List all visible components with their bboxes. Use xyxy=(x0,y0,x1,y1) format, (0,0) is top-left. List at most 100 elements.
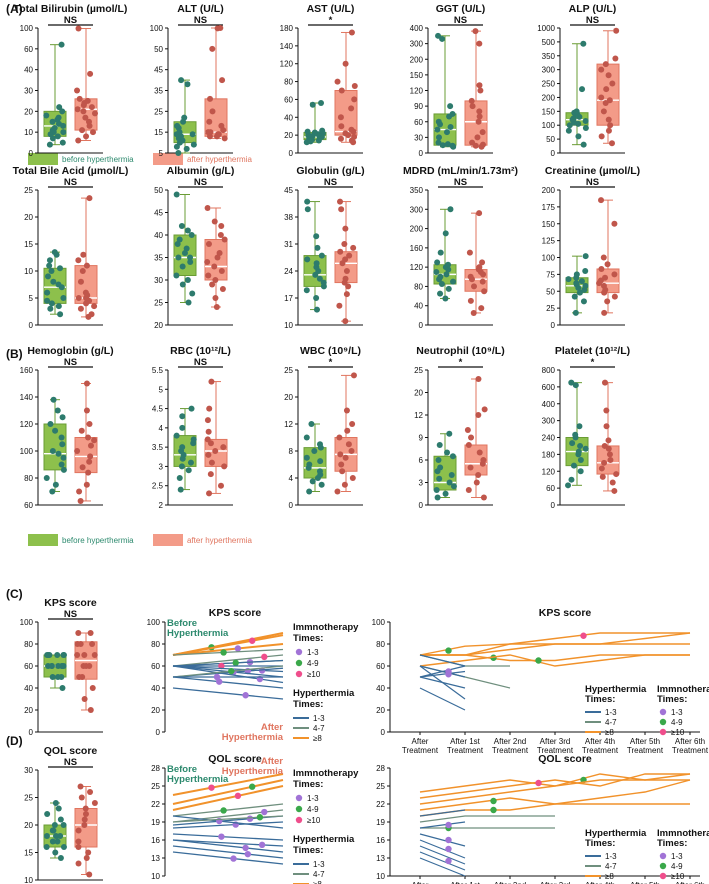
chart-8-after-point-11 xyxy=(476,264,483,271)
chart-15-after-point-0 xyxy=(87,707,94,713)
chart-14-before-point-2 xyxy=(577,468,584,475)
chart-14-before-point-3 xyxy=(570,462,577,469)
chart-8-after-point-12 xyxy=(479,259,486,266)
chart-4-tick-label-1: 50 xyxy=(546,135,555,144)
chart-16-tick-label-2: 20 xyxy=(24,821,33,830)
chart-12-after-point-1 xyxy=(341,481,348,488)
chart-18-series-13 xyxy=(172,839,284,853)
chart-3-after-point-3 xyxy=(469,139,476,146)
chart-19-marker-13 xyxy=(445,671,452,678)
chart-6-tick-label-3: 35 xyxy=(154,254,163,263)
chart-6-after-point-0 xyxy=(213,304,220,310)
chart-0-after-point-15 xyxy=(74,87,81,94)
chart-8-before-point-12 xyxy=(434,259,441,266)
chart-16-after-point-6 xyxy=(75,827,82,834)
chart-16-before-point-5 xyxy=(49,838,56,845)
chart-5-after-point-14 xyxy=(80,251,87,258)
chart-5-before-point-6 xyxy=(44,289,51,296)
chart-9-after-point-13 xyxy=(611,220,618,227)
panel-label-d: (D) xyxy=(6,734,23,748)
chart-3-after-point-7 xyxy=(476,113,483,120)
chart-3-tick-label-4: 120 xyxy=(410,87,424,96)
chart-19-series-13 xyxy=(419,670,466,678)
chart-0-after-point-2 xyxy=(90,129,97,136)
panel-label-b: (B) xyxy=(6,347,23,361)
chart-4-after-point-0 xyxy=(608,140,615,147)
chart-19-tick-label-0: 0 xyxy=(381,728,386,737)
chart-20-series-3 xyxy=(419,779,691,811)
chart-20-tick-label-1: 13 xyxy=(376,854,385,863)
chart-13-before-point-3 xyxy=(450,483,457,490)
chart-15-tick-label-0: 0 xyxy=(29,728,34,737)
chart-8-before-point-6 xyxy=(437,273,444,280)
chart-5-after-point-2 xyxy=(77,305,84,312)
chart-17-marker-2 xyxy=(234,645,242,652)
chart-17-legend-immno-title-2: Times: xyxy=(293,633,323,644)
chart-8-title: MDRD (mL/min/1.73m²) xyxy=(403,165,518,177)
chart-20-series-9 xyxy=(419,833,466,847)
chart-15-before-point-16 xyxy=(60,652,67,658)
chart-12-tick-label-3: 12 xyxy=(284,420,293,429)
chart-13-after-point-10 xyxy=(464,427,471,433)
chart-9-before-point-13 xyxy=(582,268,589,274)
chart-14-after-point-11 xyxy=(603,423,610,430)
chart-18-series-9 xyxy=(172,845,284,859)
chart-0-before-point-17 xyxy=(58,41,65,48)
chart-7-before-point-10 xyxy=(304,256,311,263)
chart-15-tick-label-4: 80 xyxy=(24,640,33,649)
chart-14-before-point-0 xyxy=(565,482,572,489)
chart-1-before-point-16 xyxy=(178,77,185,84)
chart-3-after-point-13 xyxy=(476,40,483,47)
chart-18-legend-im-dot-2 xyxy=(295,816,303,824)
chart-20-series-5 xyxy=(419,815,555,823)
chart-16-after-point-7 xyxy=(81,822,88,828)
chart-17-series-11 xyxy=(172,676,284,689)
chart-20-legend-ht-label-0: 1-3 xyxy=(605,852,617,861)
chart-7-before-point-4 xyxy=(320,279,327,286)
chart-16-after-point-10 xyxy=(82,805,89,812)
chart-12-before-point-8 xyxy=(317,458,324,465)
chart-18-marker-7 xyxy=(218,833,225,840)
chart-5-before-point-13 xyxy=(46,262,53,269)
chart-13-before-point-11 xyxy=(444,449,451,456)
chart-12-before-point-5 xyxy=(316,468,323,475)
chart-8-tick-label-5: 200 xyxy=(410,225,424,234)
chart-0-after-point-6 xyxy=(82,114,89,121)
chart-0-after-point-17 xyxy=(75,25,82,32)
chart-13-after-point-2 xyxy=(473,479,480,486)
chart-15-tick-label-3: 60 xyxy=(24,662,33,671)
chart-19-xtick-label-3-b: Treatment xyxy=(537,746,574,755)
chart-15-tick-label-1: 20 xyxy=(24,706,33,715)
chart-20-marker-1 xyxy=(535,779,542,787)
chart-1-before-point-3 xyxy=(190,141,197,148)
chart-11-after-point-12 xyxy=(206,405,213,412)
chart-13-before-point-4 xyxy=(446,479,453,486)
chart-8-before-point-11 xyxy=(445,261,452,268)
chart-9-tick-label-1: 25 xyxy=(546,304,555,313)
chart-1-after-point-0 xyxy=(221,135,228,142)
chart-10-after-point-13 xyxy=(83,407,90,414)
chart-13-before-point-8 xyxy=(437,464,444,471)
chart-6-before-point-16 xyxy=(173,191,180,198)
chart-5-before-point-8 xyxy=(55,281,62,288)
chart-11-after-point-4 xyxy=(208,459,215,466)
chart-19-legend-hyper-times: Times: xyxy=(585,694,615,705)
chart-14-after-point-0 xyxy=(611,487,618,494)
chart-16-title: QOL score xyxy=(44,745,98,757)
chart-1-after-point-10 xyxy=(209,108,216,115)
chart-1-after-point-11 xyxy=(207,95,214,102)
chart-18-tick-label-2: 16 xyxy=(151,836,160,845)
chart-2-after-point-13 xyxy=(351,83,358,90)
chart-13-tick-label-2: 6 xyxy=(419,456,424,465)
chart-14-before-point-1 xyxy=(568,476,575,483)
chart-0-after-point-8 xyxy=(80,108,87,115)
chart-7-before-point-5 xyxy=(316,275,323,282)
chart-19-legend-im-dot-0 xyxy=(659,708,667,716)
chart-10-after-point-1 xyxy=(76,488,83,495)
chart-14-after-point-9 xyxy=(601,442,608,449)
chart-10-after-point-3 xyxy=(85,469,92,476)
chart-0-before-point-15 xyxy=(59,108,66,115)
chart-16-before-point-1 xyxy=(52,849,59,856)
chart-10-before-point-13 xyxy=(54,407,61,414)
chart-18-legend-ht-label-1: 4-7 xyxy=(313,870,325,879)
